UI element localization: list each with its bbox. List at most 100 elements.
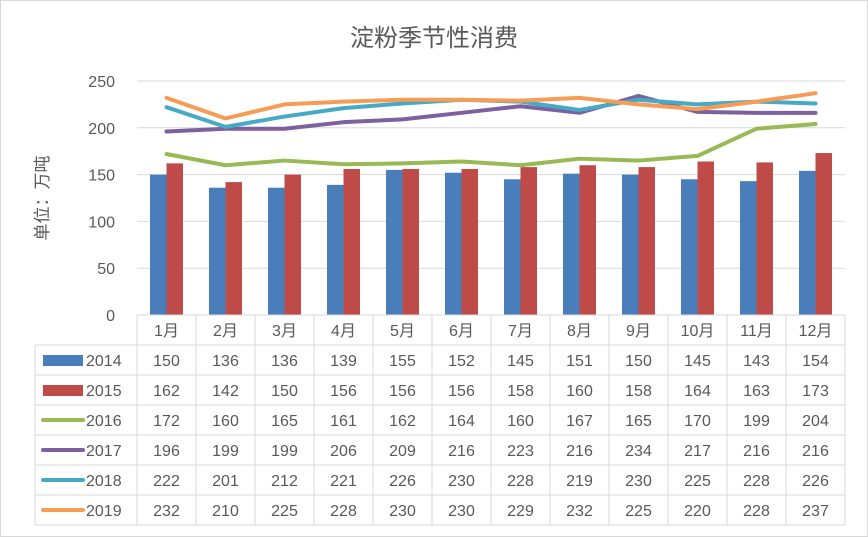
table-cell: 226 <box>802 473 829 490</box>
table-cell: 151 <box>566 353 593 370</box>
table-cell: 226 <box>389 473 416 490</box>
table-cell: 223 <box>507 443 534 460</box>
bar-2014 <box>268 187 285 315</box>
x-tick-label: 9月 <box>626 323 651 340</box>
table-cell: 228 <box>330 503 357 520</box>
table-cell: 199 <box>212 443 239 460</box>
bar-2014 <box>209 187 226 315</box>
x-tick-label: 7月 <box>508 323 533 340</box>
legend-label: 2015 <box>86 383 122 400</box>
table-cell: 225 <box>684 473 711 490</box>
table-cell: 221 <box>330 473 357 490</box>
bar-2014 <box>799 170 816 315</box>
line-2017 <box>164 93 818 134</box>
table-cell: 136 <box>212 353 239 370</box>
table-cell: 160 <box>566 383 593 400</box>
bar-2014 <box>386 169 403 315</box>
table-cell: 145 <box>684 353 711 370</box>
y-tick-label: 150 <box>88 168 115 185</box>
table-cell: 216 <box>802 443 829 460</box>
table-cell: 216 <box>743 443 770 460</box>
x-tick-label: 5月 <box>390 323 415 340</box>
table-cell: 173 <box>802 383 829 400</box>
x-tick-label: 8月 <box>567 323 592 340</box>
table-cell: 232 <box>566 503 593 520</box>
x-tick-label: 10月 <box>681 323 715 340</box>
bar-2015 <box>520 167 537 315</box>
table-cell: 165 <box>625 413 652 430</box>
table-cell: 199 <box>743 413 770 430</box>
table-cell: 145 <box>507 353 534 370</box>
table-cell: 160 <box>507 413 534 430</box>
table-cell: 232 <box>153 503 180 520</box>
y-tick-label: 250 <box>88 74 115 91</box>
table-cell: 217 <box>684 443 711 460</box>
legend-label: 2017 <box>86 443 122 460</box>
bar-2015 <box>461 168 478 315</box>
table-cell: 172 <box>153 413 180 430</box>
table-cell: 225 <box>625 503 652 520</box>
table-cell: 170 <box>684 413 711 430</box>
bar-2015 <box>166 163 183 315</box>
bar-2014 <box>563 173 580 315</box>
table-cell: 229 <box>507 503 534 520</box>
table-cell: 150 <box>625 353 652 370</box>
table-cell: 136 <box>271 353 298 370</box>
table-cell: 206 <box>330 443 357 460</box>
legend-label: 2019 <box>86 503 122 520</box>
table-cell: 228 <box>743 503 770 520</box>
table-cell: 156 <box>330 383 357 400</box>
x-tick-label: 12月 <box>799 323 833 340</box>
x-tick-label: 4月 <box>331 323 356 340</box>
table-cell: 167 <box>566 413 593 430</box>
bar-2015 <box>697 161 714 315</box>
x-tick-label: 1月 <box>154 323 179 340</box>
table-cell: 216 <box>566 443 593 460</box>
table-cell: 196 <box>153 443 180 460</box>
legend-label: 2016 <box>86 413 122 430</box>
bar-2014 <box>681 179 698 315</box>
table-cell: 212 <box>271 473 298 490</box>
table-cell: 230 <box>448 473 475 490</box>
table-cell: 156 <box>389 383 416 400</box>
table-cell: 150 <box>271 383 298 400</box>
table-cell: 154 <box>802 353 829 370</box>
table-cell: 152 <box>448 353 475 370</box>
table-cell: 222 <box>153 473 180 490</box>
bar-2015 <box>284 174 301 315</box>
table-cell: 209 <box>389 443 416 460</box>
table-cell: 162 <box>389 413 416 430</box>
table-cell: 139 <box>330 353 357 370</box>
table-cell: 162 <box>153 383 180 400</box>
y-tick-label: 50 <box>97 261 115 278</box>
legend-key-2015 <box>43 385 83 396</box>
y-tick-label: 100 <box>88 214 115 231</box>
bar-2014 <box>740 181 757 315</box>
x-tick-label: 6月 <box>449 323 474 340</box>
table-cell: 220 <box>684 503 711 520</box>
table-cell: 230 <box>625 473 652 490</box>
legend-label: 2014 <box>86 353 122 370</box>
bar-2015 <box>756 162 773 315</box>
y-tick-label: 0 <box>106 308 115 325</box>
y-axis-label: 单位：万吨 <box>33 156 52 241</box>
table-cell: 163 <box>743 383 770 400</box>
table-cell: 237 <box>802 503 829 520</box>
bar-2014 <box>622 174 639 315</box>
bar-2015 <box>815 153 832 315</box>
table-cell: 230 <box>448 503 475 520</box>
table-cell: 228 <box>743 473 770 490</box>
bar-2015 <box>579 165 596 315</box>
table-cell: 219 <box>566 473 593 490</box>
bar-2015 <box>402 168 419 315</box>
bar-2014 <box>150 174 167 315</box>
bar-2014 <box>327 184 344 315</box>
table-cell: 216 <box>448 443 475 460</box>
table-cell: 155 <box>389 353 416 370</box>
table-cell: 150 <box>153 353 180 370</box>
table-cell: 230 <box>389 503 416 520</box>
table-cell: 164 <box>448 413 475 430</box>
table-cell: 204 <box>802 413 829 430</box>
legend-key-2014 <box>43 355 83 366</box>
table-cell: 165 <box>271 413 298 430</box>
